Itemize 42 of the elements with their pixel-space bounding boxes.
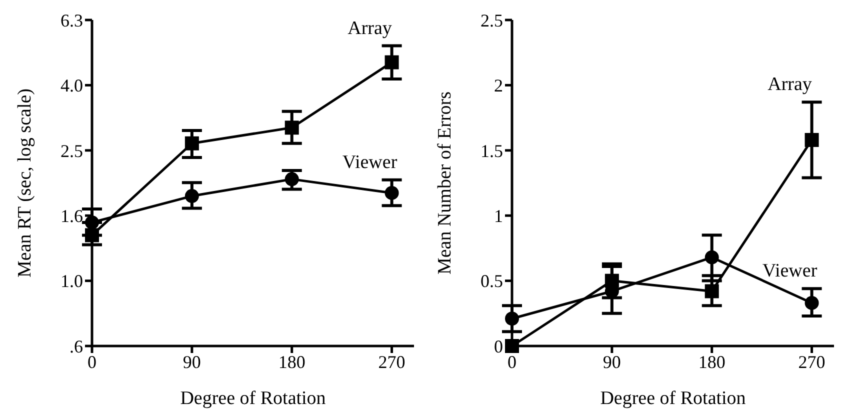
series-label: Viewer xyxy=(342,152,398,173)
y-tick-label: 0.5 xyxy=(480,271,503,292)
y-tick-label: 2 xyxy=(494,76,503,96)
point xyxy=(704,284,719,298)
point xyxy=(804,296,819,310)
y-tick-label: .6 xyxy=(70,336,83,356)
x-tick-label: 270 xyxy=(378,352,406,372)
point xyxy=(384,186,399,200)
x-tick-label: 90 xyxy=(602,352,621,372)
point xyxy=(505,312,519,326)
y-tick-label: 2.5 xyxy=(480,10,503,30)
point xyxy=(384,55,399,70)
point xyxy=(85,228,99,242)
point xyxy=(85,215,99,230)
x-tick-label: 270 xyxy=(798,352,826,372)
x-tick-label: 90 xyxy=(182,352,201,372)
y-tick-label: 1.6 xyxy=(60,206,83,226)
point xyxy=(284,120,299,135)
point xyxy=(704,250,719,264)
point xyxy=(184,136,199,150)
y-tick-label: 0 xyxy=(494,336,503,356)
point xyxy=(804,132,819,147)
point xyxy=(184,189,199,204)
x-tick-label: 180 xyxy=(698,352,726,372)
x-axis-title: Degree of Rotation xyxy=(180,388,326,409)
point xyxy=(505,339,519,353)
x-axis-title: Degree of Rotation xyxy=(600,388,746,409)
x-tick-label: 180 xyxy=(278,352,306,372)
y-tick-label: 2.5 xyxy=(60,140,83,161)
y-tick-label: 6.3 xyxy=(60,10,83,30)
y-tick-label: 4.0 xyxy=(60,76,83,96)
y-tick-label: 1.0 xyxy=(60,271,83,292)
point xyxy=(284,172,299,186)
series-label: Viewer xyxy=(762,260,818,282)
x-tick-label: 0 xyxy=(508,352,516,372)
x-tick-label: 0 xyxy=(88,352,96,372)
y-axis-title: Mean Number of Errors xyxy=(434,91,456,275)
series-label: Array xyxy=(768,74,812,96)
y-tick-label: 1.5 xyxy=(480,140,503,161)
series-label: Array xyxy=(348,18,392,39)
y-axis-title: Mean RT (sec, log scale) xyxy=(14,88,36,278)
y-tick-label: 1 xyxy=(494,206,503,226)
